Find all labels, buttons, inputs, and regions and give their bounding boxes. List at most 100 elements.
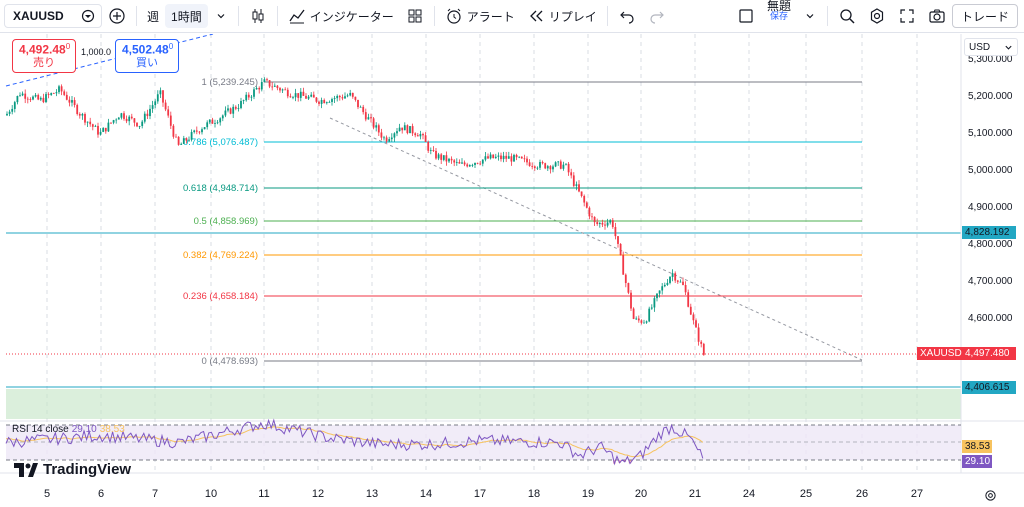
rsi-legend[interactable]: RSI 14 close 29.10 38.53 xyxy=(12,424,125,435)
price-axis-label: 4,600.000 xyxy=(968,313,1013,324)
candle-body xyxy=(411,126,414,134)
time-axis-label: 14 xyxy=(420,488,432,500)
candle-body xyxy=(630,292,632,309)
candle-body xyxy=(32,96,34,100)
redo-button[interactable] xyxy=(642,0,672,33)
interval-dropdown[interactable] xyxy=(208,0,234,33)
candle-body xyxy=(232,106,235,114)
candle-body xyxy=(500,155,502,160)
candle-body xyxy=(372,118,375,128)
candle-body xyxy=(177,136,180,145)
trade-button[interactable]: トレード xyxy=(951,4,1018,28)
price-axis-label: 5,200.000 xyxy=(968,91,1013,102)
candle-body xyxy=(55,92,58,94)
axis-settings-icon[interactable] xyxy=(984,489,997,502)
alert-button[interactable]: アラート xyxy=(439,0,521,33)
candle-body xyxy=(653,298,656,308)
chart-type-button[interactable] xyxy=(243,0,273,33)
candle-body xyxy=(253,89,255,97)
symbol-search[interactable]: XAUUSD xyxy=(4,4,102,28)
rsi-title: RSI 14 close xyxy=(12,424,69,435)
candle-body xyxy=(328,101,331,103)
hline-lower-tag: 4,406.615 xyxy=(962,381,1016,394)
candle-body xyxy=(323,99,326,104)
candle-body xyxy=(299,91,302,98)
candle-body xyxy=(484,156,487,160)
layouts-button[interactable] xyxy=(400,0,430,33)
candle-body xyxy=(580,191,583,196)
time-axis-label: 20 xyxy=(635,488,647,500)
candle-body xyxy=(120,113,123,118)
time-axis-label: 11 xyxy=(258,488,269,500)
candle-body xyxy=(221,115,224,119)
candle-body xyxy=(281,89,284,91)
interval-1h[interactable]: 1時間 xyxy=(165,4,208,28)
candle-body xyxy=(437,154,440,159)
candle-body xyxy=(552,166,554,170)
candle-body xyxy=(276,85,279,89)
candle-body xyxy=(206,122,209,128)
trendline-descending[interactable] xyxy=(329,117,863,361)
candle-body xyxy=(271,86,274,88)
brand-name: TradingView xyxy=(43,461,132,478)
interval-week[interactable]: 週 xyxy=(147,9,160,24)
candle-body xyxy=(245,94,248,101)
candle-body xyxy=(471,164,474,166)
grid-icon xyxy=(408,9,422,23)
alarm-clock-icon xyxy=(447,8,461,24)
candle-body xyxy=(617,236,619,244)
rsi-ma-value: 38.53 xyxy=(99,424,125,435)
currency-selector[interactable]: USD xyxy=(964,38,1018,56)
top-toolbar: XAUUSD 週 1時間 インジケーター アラート リプレイ 無題 保存 xyxy=(0,0,1024,33)
snapshot-button[interactable] xyxy=(922,0,952,33)
candle-body xyxy=(143,113,146,122)
quick-search-button[interactable] xyxy=(832,0,862,33)
candle-body xyxy=(450,158,453,161)
candle-body xyxy=(531,166,534,167)
time-axis-label: 27 xyxy=(911,488,923,500)
price-chart[interactable]: 1 (5,239.245) 0.786 (5,076.487) 0.618 (4,9… xyxy=(0,34,1024,507)
undo-icon xyxy=(619,11,634,24)
candle-body xyxy=(320,99,323,104)
candle-body xyxy=(266,79,268,81)
candle-body xyxy=(349,92,352,96)
candle-body xyxy=(528,162,531,167)
order-quantity[interactable]: 1,000.0 xyxy=(81,47,112,57)
candle-body xyxy=(29,99,32,100)
hline-upper-tag: 4,828.192 xyxy=(962,226,1016,239)
candle-body xyxy=(648,308,651,322)
candle-body xyxy=(416,135,419,137)
candle-body xyxy=(84,114,86,123)
candle-body xyxy=(585,202,588,208)
time-axis-label: 26 xyxy=(856,488,868,500)
layout-menu[interactable] xyxy=(797,0,823,33)
candle-body xyxy=(159,90,162,95)
candle-body xyxy=(91,124,94,127)
save-layout-button[interactable]: 無題 保存 xyxy=(761,0,797,33)
settings-button[interactable] xyxy=(862,0,892,33)
fullscreen-button[interactable] xyxy=(892,0,922,33)
candle-body xyxy=(676,280,679,282)
candle-body xyxy=(154,101,157,106)
candle-body xyxy=(351,92,354,97)
candle-body xyxy=(622,255,625,275)
buy-button[interactable]: 4,502.480 買い xyxy=(115,39,179,74)
replay-button[interactable]: リプレイ xyxy=(521,0,603,33)
add-symbol-button[interactable] xyxy=(102,0,132,33)
undo-button[interactable] xyxy=(612,0,642,33)
sell-button[interactable]: 4,492.480 売り xyxy=(12,39,76,74)
candle-body xyxy=(536,167,539,169)
candle-body xyxy=(268,80,271,87)
price-axis-label: 4,800.000 xyxy=(968,239,1013,250)
layout-toggle[interactable] xyxy=(731,0,761,33)
candle-body xyxy=(60,86,63,92)
rsi-value: 29.10 xyxy=(71,424,97,435)
tradingview-logo: TradingView xyxy=(14,461,131,478)
candle-body xyxy=(294,93,297,98)
indicators-button[interactable]: インジケーター xyxy=(282,0,400,33)
candle-body xyxy=(117,117,120,120)
candle-body xyxy=(427,141,430,151)
currency-label: USD xyxy=(969,41,991,53)
candle-body xyxy=(136,122,138,127)
divider xyxy=(237,6,239,26)
